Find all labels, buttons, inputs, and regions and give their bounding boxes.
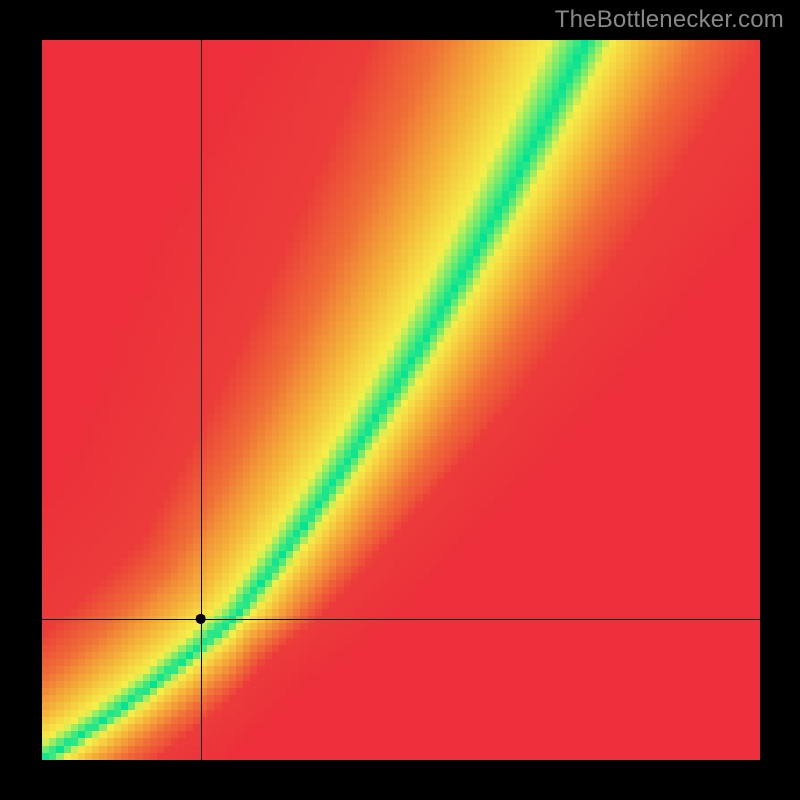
watermark-text: TheBottlenecker.com — [555, 6, 784, 34]
chart-root: TheBottlenecker.com — [0, 0, 800, 800]
bottleneck-heatmap-canvas — [0, 0, 800, 800]
